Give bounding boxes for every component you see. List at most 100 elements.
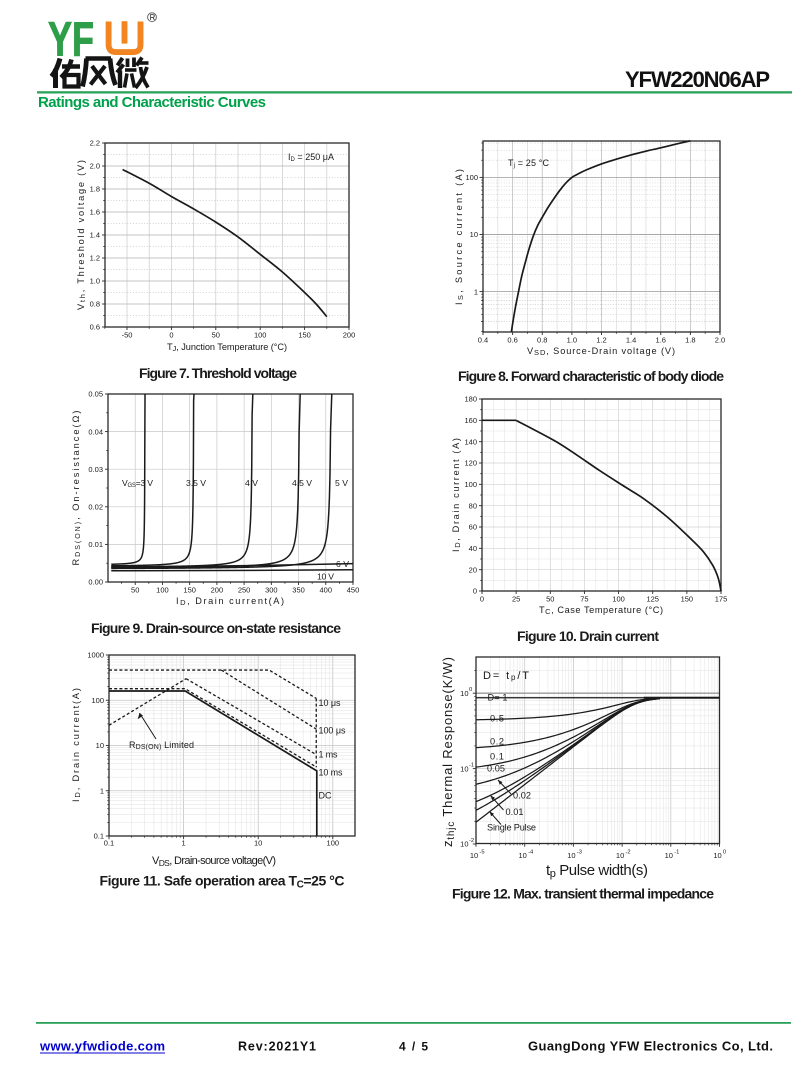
svg-text:Figure 10. Drain current: Figure 10. Drain current [517,628,659,644]
svg-text:-1: -1 [469,763,474,769]
svg-text:10: 10 [616,851,624,860]
svg-text:www.yfwdiode.com: www.yfwdiode.com [39,1039,165,1054]
svg-text:25: 25 [512,595,520,604]
svg-text:150: 150 [183,586,196,595]
svg-text:1.4: 1.4 [90,231,100,240]
svg-text:0.03: 0.03 [88,465,103,474]
svg-text:1.8: 1.8 [685,336,695,345]
svg-text:-3: -3 [577,850,582,856]
svg-text:-4: -4 [528,850,534,856]
svg-text:10: 10 [713,851,721,860]
svg-text:RDS(ON) Limited: RDS(ON) Limited [129,740,194,751]
svg-text:-2: -2 [469,838,474,844]
svg-text:0.02: 0.02 [88,503,103,512]
svg-text:Figure 12. Max. transient ther: Figure 12. Max. transient thermal impeda… [452,886,714,902]
svg-text:1: 1 [100,786,104,795]
svg-text:0.8: 0.8 [90,300,100,309]
svg-text:100: 100 [612,595,625,604]
svg-text:150: 150 [681,595,694,604]
svg-text:100 μs: 100 μs [319,726,347,736]
svg-text:Ratings and Characteristic Cur: Ratings and Characteristic Curves [38,94,266,111]
svg-text:3.5 V: 3.5 V [186,478,206,488]
svg-text:200: 200 [211,586,224,595]
svg-text:100: 100 [327,839,340,848]
svg-text:75: 75 [580,595,588,604]
svg-text:0.00: 0.00 [88,578,103,587]
svg-text:0.4: 0.4 [478,336,488,345]
svg-text:50: 50 [546,595,554,604]
svg-text:4 / 5: 4 / 5 [399,1040,428,1054]
svg-text:0.1: 0.1 [94,832,104,841]
svg-text:150: 150 [298,331,311,340]
svg-text:400: 400 [320,586,333,595]
svg-text:YFW220N06AP: YFW220N06AP [625,67,770,92]
svg-text:0.02: 0.02 [513,791,531,801]
svg-text:2.2: 2.2 [90,139,100,148]
svg-text:1.0: 1.0 [567,336,577,345]
svg-text:1: 1 [474,287,478,296]
svg-text:100: 100 [254,331,267,340]
svg-text:100: 100 [464,480,477,489]
svg-text:1.8: 1.8 [90,185,100,194]
svg-text:TC, Case Temperature (°C): TC, Case Temperature (°C) [539,605,663,616]
svg-text:0: 0 [169,331,173,340]
svg-text:Rev:2021Y1: Rev:2021Y1 [238,1040,316,1054]
svg-text:120: 120 [464,459,477,468]
svg-text:0: 0 [473,587,477,596]
svg-text:0.6: 0.6 [90,323,100,332]
svg-text:0.5: 0.5 [490,714,504,724]
svg-text:175: 175 [715,595,728,604]
svg-text:100: 100 [91,696,104,705]
svg-text:0.8: 0.8 [537,336,547,345]
svg-text:350: 350 [292,586,305,595]
svg-text:Tj = 25 °C: Tj = 25 °C [508,158,550,169]
svg-text:300: 300 [265,586,278,595]
svg-text:0: 0 [480,595,484,604]
svg-text:10 V: 10 V [317,572,334,582]
svg-text:0.1: 0.1 [104,839,114,848]
svg-text:YF: YF [48,13,94,66]
svg-text:0.01: 0.01 [88,540,103,549]
svg-text:-5: -5 [479,850,484,856]
svg-text:80: 80 [469,501,477,510]
svg-text:0.05: 0.05 [88,390,103,399]
svg-text:0.1: 0.1 [490,752,504,762]
svg-text:10: 10 [567,851,575,860]
svg-text:Figure 8. Forward characterist: Figure 8. Forward characteristic of body… [458,368,724,384]
svg-text:10 μs: 10 μs [319,698,342,708]
svg-text:60: 60 [469,523,477,532]
svg-text:1.4: 1.4 [626,336,636,345]
svg-text:100: 100 [465,173,478,182]
svg-text:10: 10 [460,840,468,849]
svg-text:VGS=3 V: VGS=3 V [122,478,153,489]
svg-text:4.5 V: 4.5 V [292,478,312,488]
svg-text:ID, Drain current(A): ID, Drain current(A) [71,688,82,802]
svg-text:40: 40 [469,544,477,553]
svg-text:1.2: 1.2 [596,336,606,345]
svg-text:-2: -2 [626,850,631,856]
svg-text:0.6: 0.6 [507,336,517,345]
svg-text:D= 1: D= 1 [488,693,508,703]
svg-text:100: 100 [156,586,169,595]
svg-text:140: 140 [464,437,477,446]
svg-text:20: 20 [469,565,477,574]
svg-text:1.2: 1.2 [90,254,100,263]
svg-text:TJ, Junction Temperature (°C): TJ, Junction Temperature (°C) [167,342,287,353]
svg-text:0.05: 0.05 [487,764,505,774]
svg-text:zthjc Thermal Response(K/W): zthjc Thermal Response(K/W) [440,657,457,847]
svg-text:Figure 7. Threshold voltage: Figure 7. Threshold voltage [139,365,297,381]
svg-text:Figure 9. Drain-source on-stat: Figure 9. Drain-source on-state resistan… [91,620,341,636]
svg-text:-50: -50 [122,331,133,340]
svg-text:180: 180 [464,395,477,404]
svg-text:50: 50 [212,331,220,340]
svg-text:250: 250 [238,586,251,595]
svg-text:1: 1 [182,839,186,848]
svg-text:50: 50 [131,586,139,595]
svg-text:0.2: 0.2 [490,737,504,747]
svg-text:1.6: 1.6 [656,336,666,345]
svg-text:VDS, Drain-source voltage(V): VDS, Drain-source voltage(V) [152,855,276,868]
svg-text:DC: DC [319,791,333,801]
svg-text:2.0: 2.0 [715,336,725,345]
svg-text:ID = 250 μA: ID = 250 μA [288,152,334,163]
svg-text:ID, Drain current(A): ID, Drain current(A) [176,596,284,607]
